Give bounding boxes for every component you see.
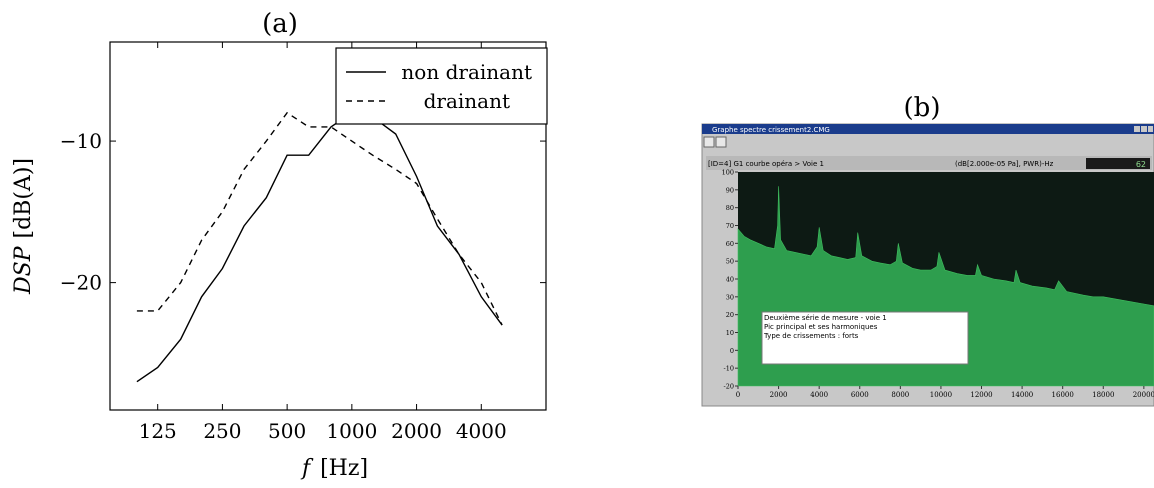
y-tick-label: 80: [726, 204, 734, 212]
x-tick-label: 1000: [326, 419, 377, 443]
annotation-line-1: Deuxième série de mesure - voie 1: [764, 314, 887, 322]
y-tick-label: −20: [60, 271, 102, 295]
y-tick-label: 20: [726, 311, 734, 319]
y-tick-label: −10: [60, 129, 102, 153]
x-axis-label: f [Hz]: [300, 456, 368, 481]
x-tick-label: 14000: [1011, 391, 1033, 399]
series-line-non-drainant: [136, 112, 503, 383]
maximize-button[interactable]: [1141, 126, 1147, 132]
channel-label: [ID=4] G1 courbe opéra > Voie 1: [708, 160, 824, 168]
x-tick-label: 16000: [1052, 391, 1074, 399]
annotation-background: [761, 311, 969, 365]
y-tick-label: -10: [724, 365, 734, 373]
line-chart: (a) 125 250 500 1000 2000 4000 −10 −20 f [Hz] DS…: [11, 9, 548, 481]
y-tick-label: 60: [726, 240, 734, 248]
x-tick-label: 125: [139, 419, 177, 443]
legend-label-non-drainant: non drainant: [401, 60, 532, 84]
y-tick-label: 40: [726, 276, 734, 284]
annotation-box: Deuxième série de mesure - voie 1 Pic pr…: [761, 311, 969, 365]
y-tick-label: 0: [730, 347, 734, 355]
y-tick-label: 100: [722, 169, 734, 177]
spectrum-window: (b) Graphe spectre crissement2.CMG [ID=4…: [701, 93, 1154, 407]
channel-header: [706, 156, 1152, 170]
x-tick-label: 250: [203, 419, 241, 443]
x-tick-label: 20000: [1133, 391, 1154, 399]
x-axis-unit: [Hz]: [320, 456, 368, 481]
readout-box: [1086, 158, 1150, 169]
y-tick-label: 70: [726, 222, 734, 230]
close-button[interactable]: [1148, 126, 1153, 132]
window-title-bar: [702, 124, 1154, 134]
legend: non drainant drainant: [335, 47, 548, 125]
move-tool-icon[interactable]: [703, 136, 715, 148]
x-tick-label: 4000: [456, 419, 507, 443]
x-tick-label: 18000: [1092, 391, 1114, 399]
x-tick-label: 6000: [851, 391, 869, 399]
legend-box: [335, 47, 548, 125]
minimize-button[interactable]: [1134, 126, 1140, 132]
x-tick-label: 2000: [770, 391, 788, 399]
panel-label-b: (b): [904, 93, 941, 123]
window-title: Graphe spectre crissement2.CMG: [712, 126, 830, 134]
window-controls[interactable]: [1134, 126, 1153, 132]
plot-frame: [109, 41, 547, 411]
y-tick-label: 90: [726, 186, 734, 194]
x-tick-label: 2000: [391, 419, 442, 443]
panel-label-a: (a): [262, 9, 298, 39]
x-tick-label: 4000: [810, 391, 828, 399]
x-tick-label: 8000: [891, 391, 909, 399]
y-axis-label: DSP [dB(A)]: [11, 158, 36, 295]
home-tool-icon[interactable]: [715, 136, 727, 148]
chart-panel-b: (b) Graphe spectre crissement2.CMG [ID=4…: [700, 90, 1154, 420]
series-line-drainant: [136, 111, 503, 326]
annotation-line-2: Pic principal et ses harmoniques: [764, 323, 878, 331]
chart-panel-a: (a) 125 250 500 1000 2000 4000 −10 −20 f [Hz] DS…: [0, 0, 560, 484]
readout-value: 62: [1136, 160, 1146, 169]
y-tick-label: -20: [724, 383, 734, 391]
legend-label-drainant: drainant: [424, 89, 510, 113]
x-tick-label: 12000: [970, 391, 992, 399]
units-label: (dB[2.000e-05 Pa], PWR)-Hz: [955, 160, 1054, 168]
y-tick-label: 10: [726, 329, 734, 337]
x-axis-variable: f: [300, 456, 314, 481]
x-tick-label: 0: [736, 391, 740, 399]
y-axis-variable: DSP: [11, 245, 36, 295]
y-tick-label: 30: [726, 293, 734, 301]
x-tick-label: 500: [268, 419, 306, 443]
y-axis-unit: [dB(A)]: [11, 158, 36, 238]
annotation-line-3: Type de crissements : forts: [763, 332, 859, 340]
y-tick-label: 50: [726, 258, 734, 266]
x-tick-label: 10000: [930, 391, 952, 399]
